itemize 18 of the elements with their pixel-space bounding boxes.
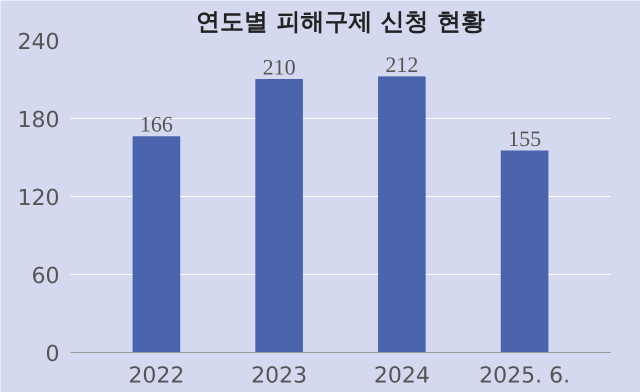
data-label: 212	[385, 52, 418, 77]
x-tick-label: 2023	[251, 364, 308, 388]
chart-title: 연도별 피해구제 신청 현황	[196, 8, 486, 36]
bar	[255, 79, 303, 352]
bar	[500, 150, 548, 352]
data-label: 166	[140, 112, 173, 137]
x-tick-label: 2024	[374, 364, 430, 388]
bar	[378, 76, 426, 352]
y-tick-label: 180	[18, 108, 60, 133]
bar	[132, 136, 180, 352]
y-tick-label: 60	[32, 264, 60, 289]
x-tick-label: 2025. 6.	[479, 364, 570, 388]
y-tick-label: 120	[18, 186, 60, 211]
x-tick-label: 2022	[128, 364, 184, 388]
y-tick-label: 240	[18, 30, 60, 55]
data-label: 210	[262, 54, 296, 80]
y-tick-label: 0	[46, 342, 60, 367]
data-label: 155	[508, 126, 542, 151]
